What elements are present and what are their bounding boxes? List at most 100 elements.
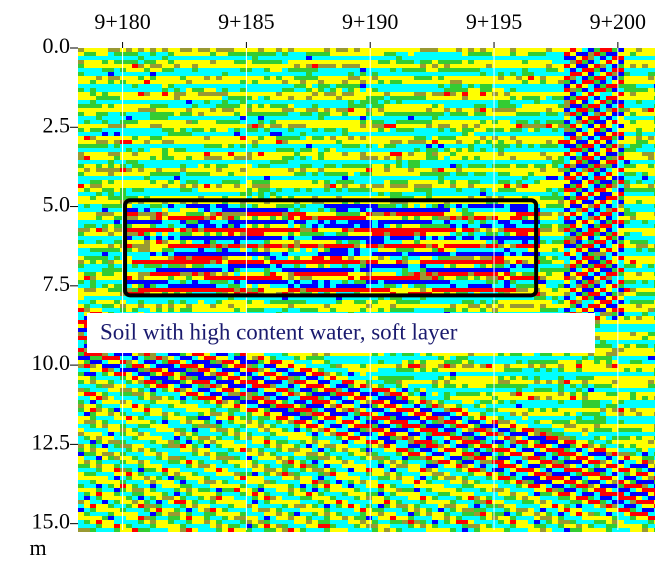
texture-cell (480, 416, 486, 420)
texture-cell (312, 448, 318, 452)
texture-cell (480, 400, 492, 404)
texture-cell (114, 132, 120, 136)
texture-cell (504, 128, 510, 132)
texture-cell (564, 164, 570, 168)
texture-cell (474, 448, 480, 452)
texture-cell (444, 440, 450, 444)
texture-cell (582, 288, 594, 292)
texture-cell (336, 184, 342, 188)
texture-cell (450, 392, 456, 396)
texture-cell (498, 172, 510, 176)
texture-cell (600, 288, 606, 292)
texture-cell (108, 228, 114, 232)
texture-cell (198, 452, 204, 456)
texture-cell (588, 208, 594, 212)
texture-cell (312, 392, 330, 396)
texture-cell (78, 76, 96, 80)
texture-cell (438, 376, 444, 380)
texture-cell (282, 276, 288, 280)
texture-cell (294, 108, 306, 112)
texture-cell (318, 208, 324, 212)
texture-cell (300, 80, 306, 84)
texture-cell (132, 264, 138, 268)
texture-cell (306, 156, 312, 160)
texture-cell (222, 256, 228, 260)
texture-cell (624, 296, 655, 300)
texture-cell (372, 268, 402, 272)
texture-cell (300, 416, 312, 420)
texture-cell (138, 136, 150, 140)
texture-cell (384, 256, 390, 260)
texture-cell (618, 280, 624, 284)
texture-cell (510, 156, 516, 160)
texture-cell (624, 264, 636, 268)
texture-cell (396, 304, 450, 308)
texture-cell (606, 56, 612, 60)
texture-cell (264, 428, 270, 432)
texture-cell (222, 248, 228, 252)
texture-cell (216, 436, 222, 440)
texture-cell (564, 168, 570, 172)
texture-cell (630, 408, 636, 412)
texture-cell (288, 392, 294, 396)
texture-cell (180, 48, 192, 52)
texture-cell (216, 164, 228, 168)
texture-cell (186, 120, 192, 124)
texture-cell (546, 292, 564, 296)
texture-cell (582, 392, 588, 396)
texture-cell (180, 220, 186, 224)
texture-cell (600, 72, 606, 76)
texture-cell (198, 68, 240, 72)
texture-cell (78, 252, 102, 256)
texture-cell (546, 168, 558, 172)
texture-cell (486, 436, 498, 440)
texture-cell (546, 120, 564, 124)
texture-cell (396, 156, 402, 160)
texture-cell (480, 92, 486, 96)
texture-cell (186, 368, 192, 372)
texture-cell (132, 256, 150, 260)
texture-cell (444, 396, 450, 400)
texture-cell (636, 112, 655, 116)
texture-cell (102, 252, 108, 256)
texture-cell (600, 360, 606, 364)
texture-cell (126, 384, 144, 388)
texture-cell (342, 404, 354, 408)
texture-cell (234, 440, 252, 444)
texture-cell (270, 252, 282, 256)
texture-cell (138, 456, 156, 460)
texture-cell (600, 200, 606, 204)
texture-cell (390, 164, 396, 168)
texture-cell (156, 240, 162, 244)
texture-cell (96, 228, 102, 232)
texture-cell (378, 308, 384, 312)
texture-cell (162, 208, 168, 212)
texture-cell (606, 416, 655, 420)
texture-cell (576, 224, 582, 228)
texture-cell (234, 360, 240, 364)
texture-cell (366, 384, 372, 388)
texture-cell (582, 100, 588, 104)
texture-cell (336, 392, 354, 396)
texture-cell (576, 416, 582, 420)
texture-cell (222, 384, 228, 388)
texture-cell (336, 48, 348, 52)
texture-cell (618, 216, 630, 220)
texture-cell (96, 400, 102, 404)
texture-cell (588, 188, 594, 192)
texture-cell (288, 272, 294, 276)
texture-cell (390, 408, 396, 412)
texture-cell (288, 448, 300, 452)
texture-cell (240, 456, 246, 460)
texture-cell (294, 204, 300, 208)
texture-cell (342, 460, 348, 464)
texture-cell (594, 76, 606, 80)
texture-cell (474, 124, 480, 128)
texture-cell (228, 400, 234, 404)
texture-cell (318, 228, 342, 232)
texture-cell (420, 452, 426, 456)
texture-cell (198, 396, 216, 400)
texture-cell (318, 308, 330, 312)
texture-cell (426, 288, 432, 292)
texture-cell (144, 232, 150, 236)
